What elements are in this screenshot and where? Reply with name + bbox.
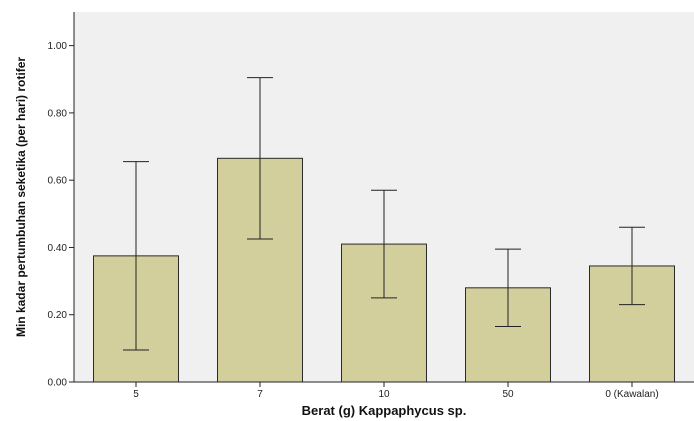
x-tick-label: 7 bbox=[257, 389, 263, 400]
x-tick-label: 50 bbox=[502, 389, 514, 400]
x-axis-ticks: 5 7 10 50 0 (Kawalan) bbox=[133, 382, 659, 400]
y-tick-label: 0.80 bbox=[48, 108, 68, 119]
y-tick-label: 1.00 bbox=[48, 41, 68, 52]
y-axis-label: Min kadar pertumbuhan seketika (per hari… bbox=[14, 57, 28, 337]
y-tick-label: 0.20 bbox=[48, 310, 68, 321]
y-tick-label: 0.60 bbox=[48, 176, 68, 187]
x-axis-label: Berat (g) Kappaphycus sp. bbox=[302, 403, 467, 418]
x-tick-label: 10 bbox=[378, 389, 390, 400]
y-tick-label: 0.40 bbox=[48, 243, 68, 254]
y-axis-ticks: 0.00 0.20 0.40 0.60 0.80 1.00 bbox=[48, 41, 74, 389]
x-tick-label: 5 bbox=[133, 389, 139, 400]
error-bars-group bbox=[123, 77, 645, 351]
y-tick-label: 0.00 bbox=[48, 378, 68, 389]
x-tick-label: 0 (Kawalan) bbox=[605, 389, 658, 400]
